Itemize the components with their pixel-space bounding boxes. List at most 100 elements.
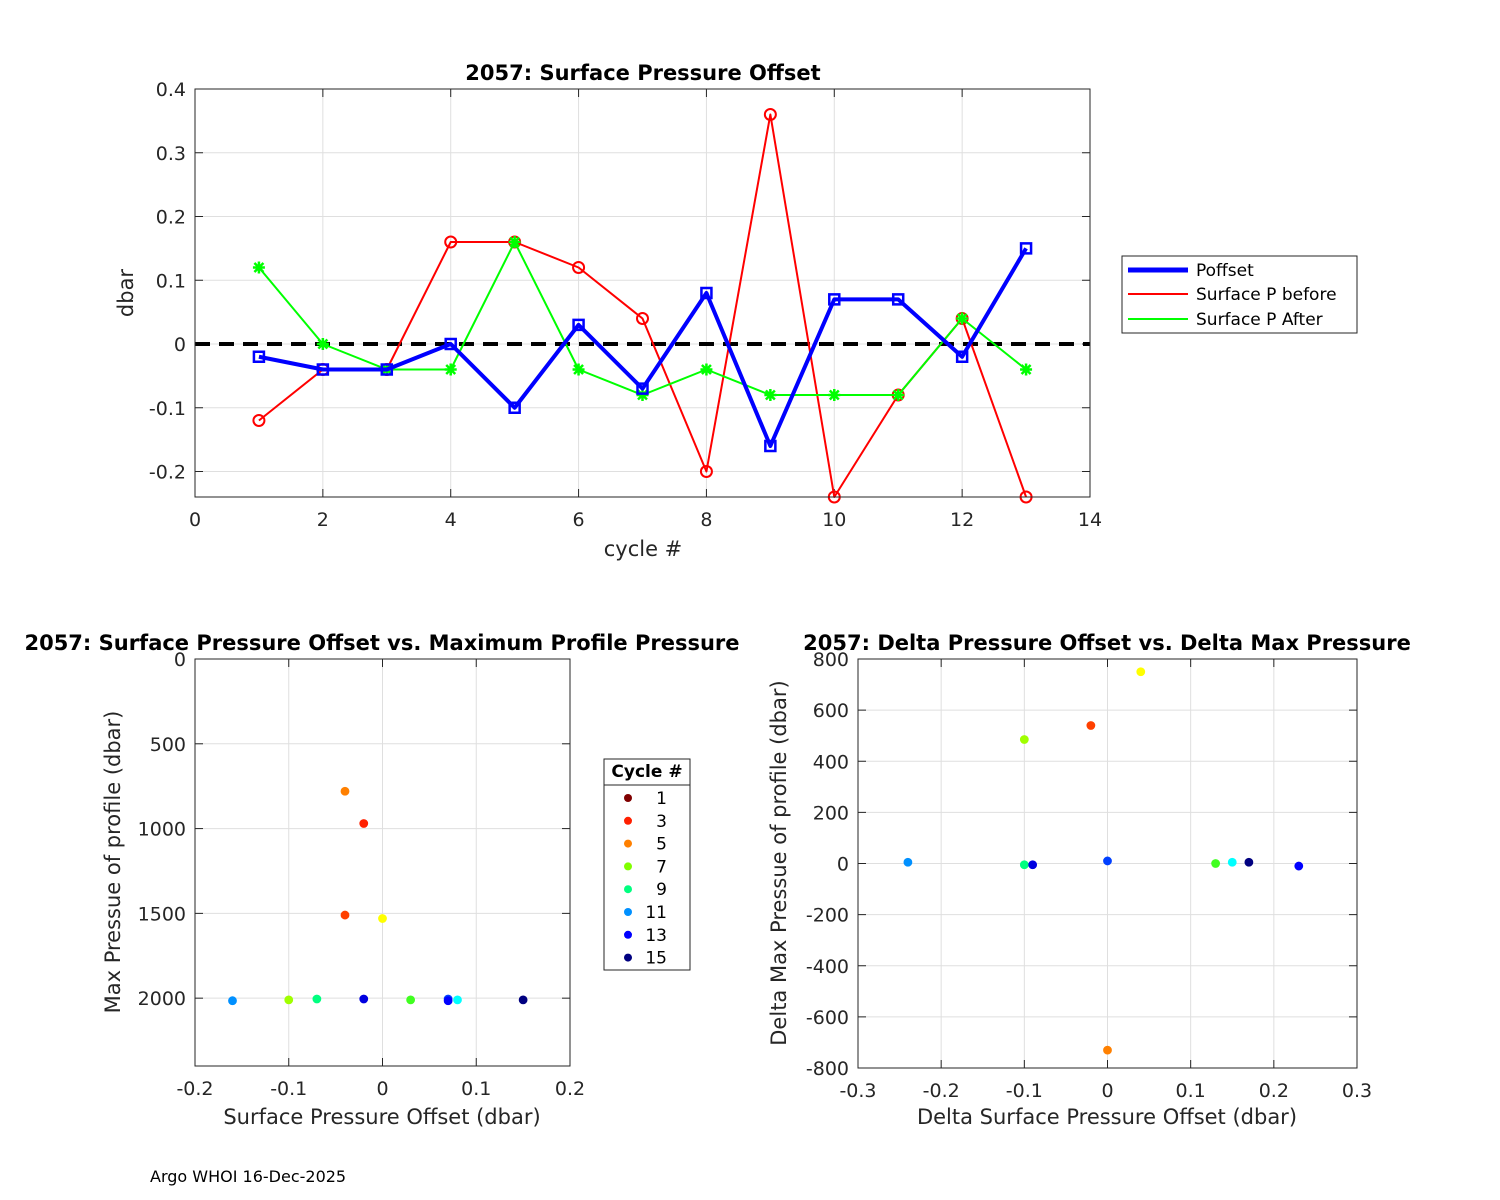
legend-label-poffset: Poffset — [1196, 261, 1254, 281]
marker-before — [572, 261, 586, 274]
x-tick-label: 14 — [1078, 509, 1102, 531]
marker-after — [700, 363, 713, 376]
legend-label-cycle: 7 — [656, 857, 667, 877]
y-tick-label: 2000 — [138, 988, 186, 1010]
legend-marker-cycle — [624, 839, 632, 848]
x-tick-label: -0.1 — [270, 1078, 307, 1100]
y-ticks-maxp: 0 500 1000 1500 2000 — [138, 649, 570, 1010]
scatter-point — [406, 995, 416, 1005]
x-tick-label: 0.1 — [1176, 1080, 1206, 1102]
scatter-point — [1211, 859, 1221, 868]
x-tick-label: 0.2 — [555, 1078, 585, 1100]
x-axis-label-offset: cycle # — [604, 537, 683, 561]
scatter-point — [903, 857, 913, 867]
marker-after — [572, 363, 585, 376]
marker-poffset — [955, 350, 969, 363]
x-tick-label: 12 — [950, 509, 974, 531]
y-tick-label: 0.3 — [156, 143, 186, 165]
scatter-point — [340, 786, 350, 796]
marker-after — [764, 389, 777, 401]
x-tick-label: -0.3 — [839, 1080, 876, 1102]
x-tick-label: 4 — [445, 509, 457, 531]
x-tick-label: 0 — [376, 1078, 388, 1100]
chart-delta-offset-vs-delta-max: -0.3 -0.2 -0.1 0 0.1 0.2 0.3 -800 -600 -400 -200 0… — [767, 631, 1411, 1129]
points-delta — [903, 667, 1304, 1055]
y-tick-label: -200 — [806, 905, 849, 927]
legend-label-after: Surface P After — [1196, 310, 1323, 330]
legend-label-cycle: 15 — [645, 949, 667, 969]
y-tick-label: 1500 — [138, 903, 186, 925]
legend-label-cycle: 5 — [656, 835, 667, 855]
scatter-point — [312, 994, 322, 1004]
scatter-point — [1028, 860, 1038, 870]
y-tick-label: -600 — [806, 1007, 849, 1029]
chart-title-maxp: 2057: Surface Pressure Offset vs. Maximu… — [24, 631, 739, 655]
legend-label-cycle: 9 — [656, 880, 667, 900]
y-tick-label: -0.1 — [149, 398, 186, 420]
footer-credit: Argo WHOI 16-Dec-2025 — [150, 1167, 346, 1186]
marker-poffset — [828, 293, 841, 306]
marker-before — [444, 235, 458, 249]
chart-title-delta: 2057: Delta Pressure Offset vs. Delta Ma… — [803, 631, 1411, 655]
y-tick-label: -400 — [806, 956, 849, 978]
y-tick-label: 0.4 — [156, 79, 186, 101]
marker-after — [636, 389, 649, 401]
marker-before — [763, 108, 777, 121]
legend-offset[interactable]: Poffset Surface P before Surface P After — [1121, 255, 1358, 334]
marker-before — [252, 414, 266, 427]
legend-marker-cycle — [624, 908, 632, 916]
marker-poffset — [764, 439, 777, 453]
x-tick-label: 0.2 — [1259, 1080, 1289, 1102]
legend-label-cycle: 13 — [645, 926, 667, 946]
marker-poffset — [444, 337, 457, 351]
legend-label-before: Surface P before — [1196, 285, 1337, 305]
marker-after — [828, 389, 841, 401]
x-ticks-delta: -0.3 -0.2 -0.1 0 0.1 0.2 0.3 — [839, 659, 1372, 1102]
series-line-0 — [258, 247, 1028, 448]
y-tick-label: -800 — [806, 1058, 849, 1080]
scatter-point — [443, 996, 453, 1006]
series-offset — [195, 108, 1090, 504]
legend-label-cycle: 11 — [645, 903, 667, 923]
scatter-point — [1019, 860, 1029, 870]
marker-before — [636, 312, 649, 325]
scatter-point — [284, 995, 294, 1005]
plot-frame-maxp — [194, 658, 571, 1067]
chart-title-offset: 2057: Surface Pressure Offset — [465, 61, 820, 85]
plot-frame-delta — [857, 658, 1358, 1069]
x-axis-label-maxp: Surface Pressure Offset (dbar) — [223, 1105, 540, 1129]
y-ticks-offset: -0.2 -0.1 0 0.1 0.2 0.3 0.4 — [149, 79, 1090, 484]
y-axis-label-delta: Delta Max Pressue of profile (dbar) — [767, 680, 791, 1045]
scatter-point — [378, 914, 387, 923]
scatter-point — [453, 995, 462, 1005]
marker-poffset — [380, 363, 394, 376]
x-tick-label: -0.2 — [923, 1080, 960, 1102]
marker-poffset — [636, 382, 649, 395]
y-tick-label: 400 — [813, 751, 849, 773]
legend-marker-cycle — [624, 862, 632, 871]
y-tick-label: -0.2 — [149, 462, 186, 484]
marker-after — [1020, 363, 1033, 376]
marker-poffset — [1019, 242, 1033, 255]
x-tick-label: 8 — [700, 509, 712, 531]
y-tick-label: 0.2 — [156, 207, 186, 229]
marker-after — [316, 338, 329, 350]
x-tick-label: 6 — [573, 509, 585, 531]
x-tick-label: 0 — [1101, 1080, 1113, 1102]
scatter-point — [1244, 857, 1254, 867]
x-tick-label: 2 — [317, 509, 329, 531]
scatter-point — [1019, 735, 1029, 744]
marker-poffset — [700, 286, 713, 300]
marker-after — [252, 261, 265, 274]
y-ticks-delta: -800 -600 -400 -200 0 200 400 600 800 — [806, 649, 1357, 1080]
scatter-point — [359, 819, 369, 828]
x-tick-label: 0 — [189, 509, 201, 531]
y-tick-label: 1000 — [138, 819, 186, 841]
x-tick-label: 10 — [822, 509, 846, 531]
marker-poffset — [252, 350, 266, 363]
x-axis-label-delta: Delta Surface Pressure Offset (dbar) — [917, 1105, 1297, 1129]
legend-marker-cycle — [624, 953, 632, 962]
marker-before — [699, 465, 713, 478]
y-tick-label: 0 — [174, 334, 186, 356]
